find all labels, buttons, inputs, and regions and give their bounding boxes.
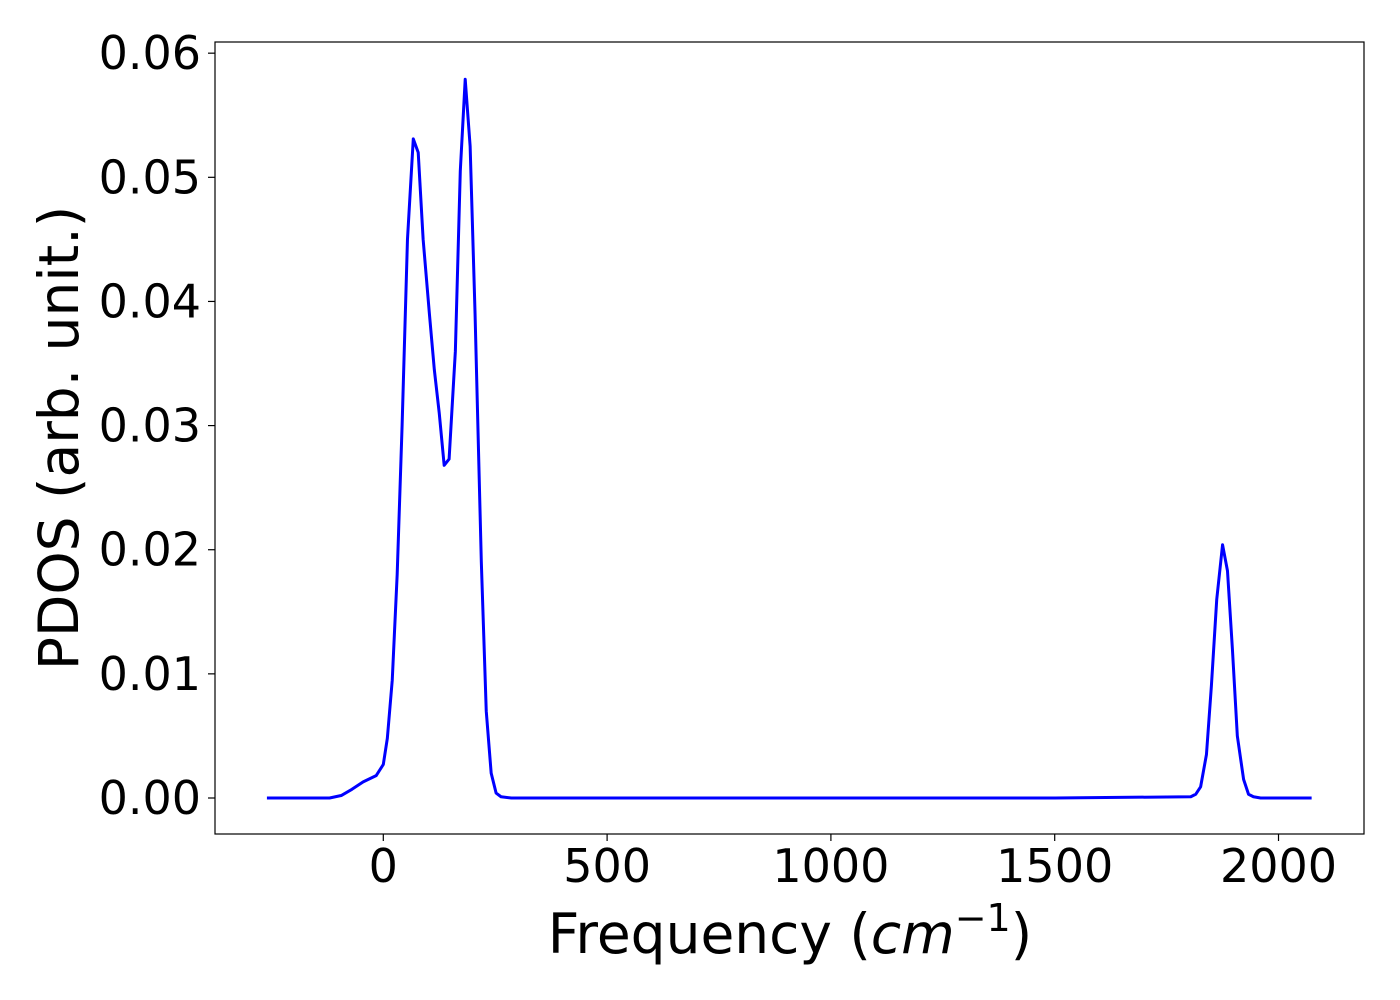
x-label-close: ) xyxy=(1011,902,1032,966)
y-tick-label: 0.06 xyxy=(99,26,201,80)
y-axis-label: PDOS (arb. unit.) xyxy=(27,206,91,670)
x-label-unit: cm xyxy=(871,902,955,966)
x-tick-label: 1000 xyxy=(772,839,889,893)
x-label-exponent: −1 xyxy=(955,896,1011,940)
line-series xyxy=(266,77,1312,800)
x-axis-label: Frequency (cm−1) xyxy=(548,896,1032,966)
y-tick-label: 0.04 xyxy=(99,274,201,328)
y-tick-label: 0.03 xyxy=(99,399,201,453)
x-tick-label: 1500 xyxy=(996,839,1113,893)
y-tick-label: 0.00 xyxy=(99,771,201,825)
y-tick-label: 0.05 xyxy=(99,150,201,204)
x-label-text: Frequency ( xyxy=(548,902,871,966)
x-tick-label: 0 xyxy=(369,839,398,893)
y-tick-label: 0.02 xyxy=(99,523,201,577)
x-tick-label: 2000 xyxy=(1220,839,1337,893)
y-tick-label: 0.01 xyxy=(99,647,201,701)
x-tick-label: 500 xyxy=(563,839,651,893)
plot-frame xyxy=(214,41,1365,835)
